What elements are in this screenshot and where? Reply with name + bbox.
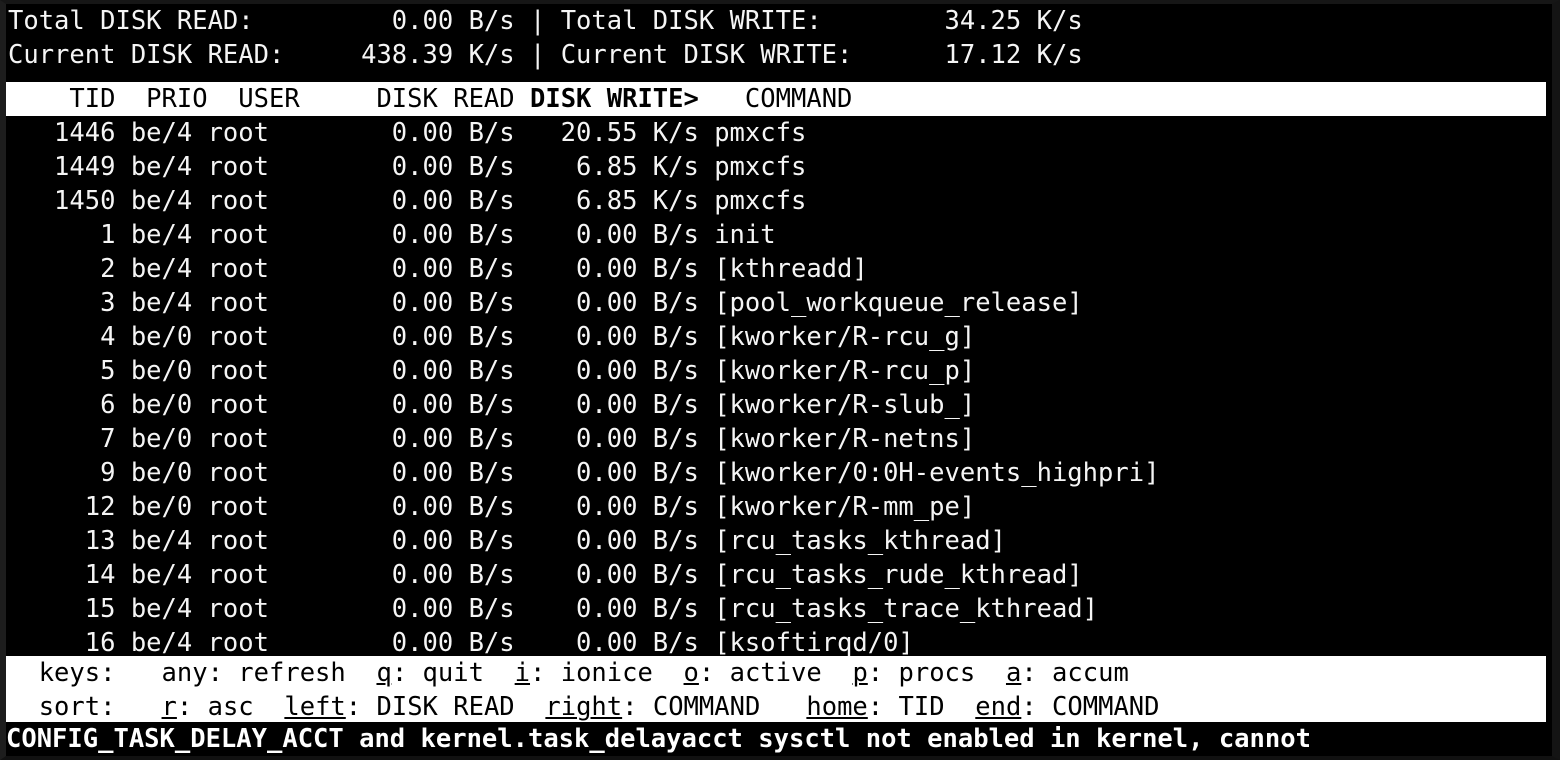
current-disk-write-stat: Current DISK WRITE: 17.12 K/s xyxy=(545,40,1083,70)
table-row[interactable]: 14 be/4 root 0.00 B/s 0.00 B/s [rcu_task… xyxy=(6,558,1552,592)
table-row[interactable]: 3 be/4 root 0.00 B/s 0.00 B/s [pool_work… xyxy=(6,286,1552,320)
footer-action-sort-home[interactable]: : TID xyxy=(867,692,976,722)
hotkey-active[interactable]: o xyxy=(683,658,699,688)
summary-line-total: Total DISK READ: 0.00 B/s | Total DISK W… xyxy=(6,4,1552,38)
total-disk-write-stat: Total DISK WRITE: 34.25 K/s xyxy=(545,6,1083,36)
table-row[interactable]: 6 be/0 root 0.00 B/s 0.00 B/s [kworker/R… xyxy=(6,388,1552,422)
footer-keys-row[interactable]: keys: any: refresh q: quit i: ionice o: … xyxy=(6,656,1546,690)
table-row[interactable]: 1449 be/4 root 0.00 B/s 6.85 K/s pmxcfs xyxy=(6,150,1552,184)
total-disk-read-stat: Total DISK READ: 0.00 B/s xyxy=(8,6,530,36)
footer-sort-row[interactable]: sort: r: asc left: DISK READ right: COMM… xyxy=(6,690,1546,724)
summary-line-current: Current DISK READ: 438.39 K/s | Current … xyxy=(6,38,1552,72)
kernel-warning-message: CONFIG_TASK_DELAY_ACCT and kernel.task_d… xyxy=(6,722,1552,756)
table-row[interactable]: 1446 be/4 root 0.00 B/s 20.55 K/s pmxcfs xyxy=(6,116,1552,150)
column-header-disk-write-sorted[interactable]: DISK WRITE> xyxy=(529,84,699,114)
footer-action-procs[interactable]: : procs xyxy=(867,658,1006,688)
table-row[interactable]: 13 be/4 root 0.00 B/s 0.00 B/s [rcu_task… xyxy=(6,524,1552,558)
table-row[interactable]: 16 be/4 root 0.00 B/s 0.00 B/s [ksoftirq… xyxy=(6,626,1552,660)
table-row[interactable]: 1450 be/4 root 0.00 B/s 6.85 K/s pmxcfs xyxy=(6,184,1552,218)
hotkey-ionice[interactable]: i xyxy=(514,658,531,688)
hotkey-sort-right[interactable]: right xyxy=(545,692,623,722)
table-row[interactable]: 4 be/0 root 0.00 B/s 0.00 B/s [kworker/R… xyxy=(6,320,1552,354)
footer-action-active[interactable]: : active xyxy=(698,658,853,688)
hotkey-sort-home[interactable]: home xyxy=(806,692,868,722)
hotkey-sort-asc[interactable]: r xyxy=(161,692,177,722)
hotkey-sort-left[interactable]: left xyxy=(284,692,346,722)
footer-action-sort-end[interactable]: : COMMAND xyxy=(1021,692,1160,722)
table-row[interactable]: 7 be/0 root 0.00 B/s 0.00 B/s [kworker/R… xyxy=(6,422,1552,456)
column-separator-icon: | xyxy=(529,6,546,36)
column-header-command[interactable]: COMMAND xyxy=(698,84,853,114)
column-separator-icon: | xyxy=(529,40,546,70)
footer-sort-label: sort: xyxy=(8,692,162,722)
table-row[interactable]: 12 be/0 root 0.00 B/s 0.00 B/s [kworker/… xyxy=(6,490,1552,524)
hotkey-accum[interactable]: a xyxy=(1005,658,1022,688)
table-row[interactable]: 5 be/0 root 0.00 B/s 0.00 B/s [kworker/R… xyxy=(6,354,1552,388)
footer-action-sort-right[interactable]: : COMMAND xyxy=(622,692,807,722)
current-disk-read-stat: Current DISK READ: 438.39 K/s xyxy=(8,40,530,70)
hotkey-sort-end[interactable]: end xyxy=(975,692,1022,722)
footer-action-sort-asc[interactable]: : asc xyxy=(176,692,285,722)
footer-action-quit[interactable]: : quit xyxy=(391,658,515,688)
footer-action-ionice[interactable]: : ionice xyxy=(530,658,684,688)
table-row[interactable]: 1 be/4 root 0.00 B/s 0.00 B/s init xyxy=(6,218,1552,252)
table-row[interactable]: 9 be/0 root 0.00 B/s 0.00 B/s [kworker/0… xyxy=(6,456,1552,490)
hotkey-procs[interactable]: p xyxy=(852,658,868,688)
column-headers-left[interactable]: TID PRIO USER DISK READ xyxy=(8,84,530,114)
footer-action-accum[interactable]: : accum xyxy=(1021,658,1129,688)
footer-keys-label: keys: any: refresh xyxy=(8,658,377,688)
hotkey-quit[interactable]: q xyxy=(376,658,392,688)
footer-action-sort-left[interactable]: : DISK READ xyxy=(345,692,546,722)
table-row[interactable]: 15 be/4 root 0.00 B/s 0.00 B/s [rcu_task… xyxy=(6,592,1552,626)
table-row[interactable]: 2 be/4 root 0.00 B/s 0.00 B/s [kthreadd] xyxy=(6,252,1552,286)
table-column-header-row[interactable]: TID PRIO USER DISK READ DISK WRITE> COMM… xyxy=(6,82,1546,116)
